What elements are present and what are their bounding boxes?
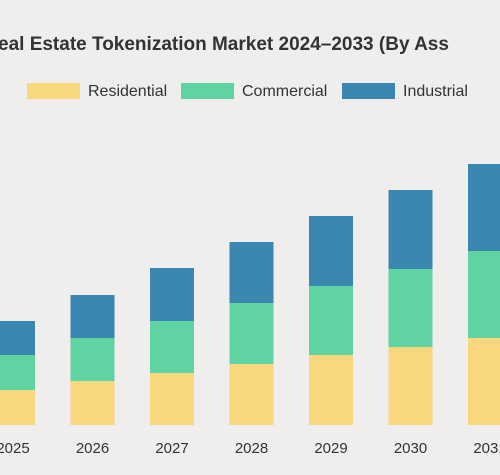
bar-segment	[309, 286, 353, 355]
bar-segment	[468, 338, 500, 425]
x-tick-label: 2030	[394, 440, 427, 457]
x-tick-label: 2027	[155, 440, 188, 457]
bar-segment	[309, 216, 353, 286]
x-tick-label: 2028	[235, 440, 268, 457]
bar-segment	[0, 390, 35, 425]
bar-segment	[468, 164, 500, 251]
bar-segment	[388, 269, 433, 347]
bar-segment	[229, 242, 274, 303]
legend-label: Commercial	[242, 83, 327, 100]
x-tick-label: 2031	[473, 440, 500, 457]
x-tick-label: 2029	[314, 440, 347, 457]
bar-segment	[70, 381, 115, 425]
x-tick-label: 2025	[0, 440, 30, 457]
legend-label: Industrial	[403, 83, 468, 100]
bar-segment	[70, 338, 115, 381]
bar-segment	[388, 347, 433, 425]
bar-segment	[229, 364, 274, 425]
bar-segment	[0, 355, 35, 390]
bar-segment	[309, 355, 353, 425]
bar-segment	[388, 190, 433, 269]
bar-segment	[150, 268, 194, 321]
bar-segment	[150, 321, 194, 373]
legend-swatch	[27, 83, 80, 99]
legend-swatch	[181, 83, 234, 99]
x-tick-label: 2026	[76, 440, 109, 457]
bar-segment	[229, 303, 274, 364]
legend-label: Residential	[88, 83, 167, 100]
bar-segment	[150, 373, 194, 425]
bar-segment	[468, 251, 500, 338]
bar-segment	[70, 295, 115, 338]
bar-segment	[0, 321, 35, 355]
chart-title: eal Estate Tokenization Market 2024–2033…	[0, 34, 449, 55]
legend-swatch	[342, 83, 395, 99]
